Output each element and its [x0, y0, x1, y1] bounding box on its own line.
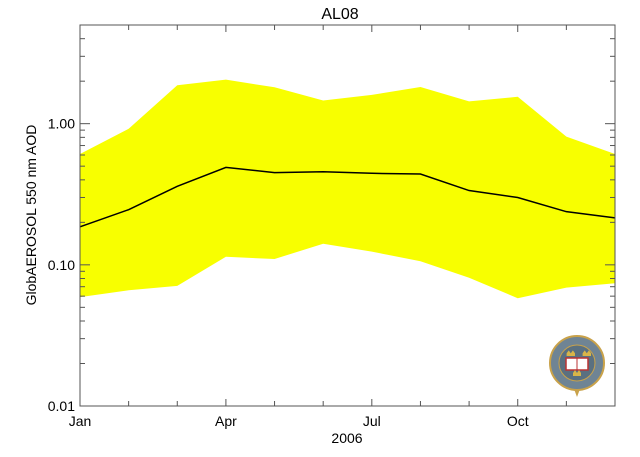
x-tick-label: Oct	[507, 413, 529, 429]
oxford-crest-logo	[549, 335, 605, 397]
x-tick-label: Apr	[215, 413, 237, 429]
x-axis-label: 2006	[331, 430, 362, 446]
range-band	[80, 79, 615, 299]
y-tick-label: 0.10	[48, 257, 75, 273]
y-axis-label: GlobAEROSOL 550 nm AOD	[23, 125, 39, 306]
x-tick-label: Jan	[69, 413, 92, 429]
y-tick-label: 0.01	[48, 398, 75, 414]
mean-line	[79, 166, 616, 228]
chart-title: AL08	[321, 6, 358, 23]
plot-frame	[79, 24, 616, 407]
y-tick-label: 1.00	[48, 116, 75, 132]
x-tick-label: Jul	[363, 413, 381, 429]
